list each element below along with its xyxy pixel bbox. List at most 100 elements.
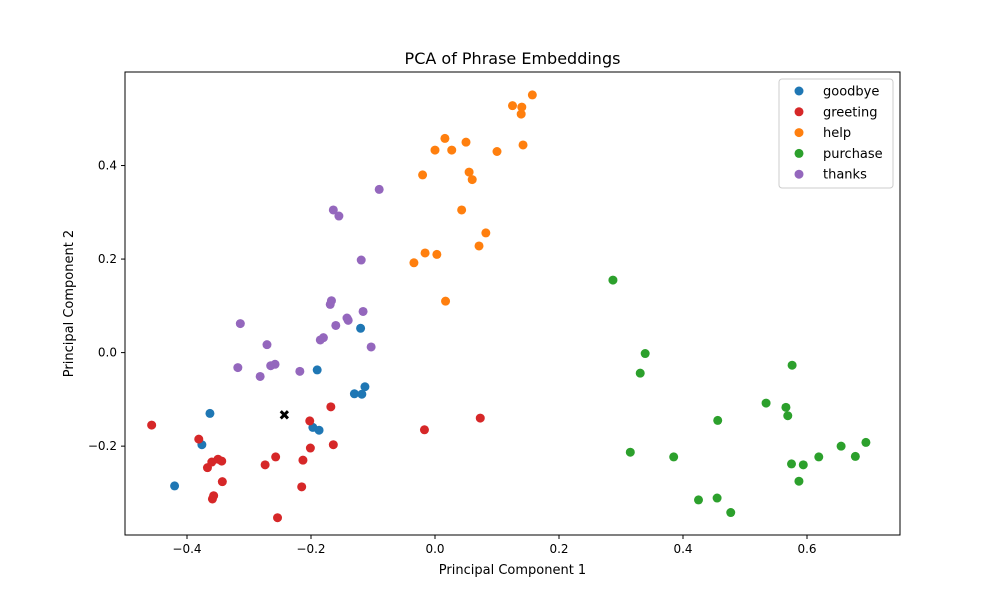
series-purchase: [608, 275, 871, 518]
x-tick-label: 0.0: [425, 542, 444, 556]
data-point-purchase: [836, 441, 846, 451]
legend-marker-greeting: [794, 107, 804, 117]
data-point-purchase: [850, 451, 860, 461]
data-point-help: [508, 101, 517, 111]
data-point-thanks: [358, 306, 368, 316]
x-tick-label: 0.2: [549, 542, 568, 556]
data-point-thanks: [270, 359, 280, 369]
data-point-thanks: [374, 184, 384, 194]
y-axis-label: Principal Component 2: [62, 230, 77, 377]
data-point-help: [440, 133, 450, 143]
data-point-purchase: [783, 411, 793, 421]
y-tick-label: −0.2: [88, 439, 117, 453]
data-point-help: [467, 175, 477, 185]
x-marker-point: [279, 410, 290, 420]
data-point-help: [461, 137, 471, 147]
x-axis-label: Principal Component 1: [439, 563, 586, 578]
data-point-purchase: [794, 476, 804, 486]
y-tick-label: 0.4: [98, 159, 117, 173]
data-point-thanks: [334, 211, 344, 221]
data-point-thanks: [233, 363, 243, 373]
data-point-greeting: [260, 460, 270, 470]
data-point-purchase: [726, 508, 736, 518]
data-point-goodbye: [360, 382, 370, 392]
data-point-greeting: [475, 413, 485, 423]
data-point-purchase: [625, 447, 635, 457]
y-tick-label: 0.0: [98, 346, 117, 360]
data-point-goodbye: [205, 408, 215, 418]
data-point-thanks: [295, 366, 305, 376]
data-point-help: [441, 296, 451, 306]
data-point-thanks: [255, 371, 265, 381]
series-help: [409, 90, 537, 306]
data-point-thanks: [326, 296, 336, 306]
data-point-greeting: [217, 456, 227, 466]
data-point-greeting: [419, 425, 429, 435]
series-greeting: [147, 402, 485, 523]
data-point-purchase: [861, 437, 871, 447]
data-point-help: [447, 145, 457, 155]
data-point-help: [420, 248, 430, 258]
data-point-greeting: [147, 420, 157, 430]
data-point-greeting: [217, 477, 227, 487]
data-point-goodbye: [314, 425, 324, 435]
data-point-help: [464, 167, 474, 177]
data-point-thanks: [318, 333, 328, 343]
data-point-help: [492, 147, 502, 157]
plot-frame: [124, 71, 901, 536]
legend-marker-purchase: [794, 148, 804, 158]
data-point-thanks: [331, 320, 341, 330]
data-point-thanks: [343, 315, 353, 325]
data-point-purchase: [781, 402, 791, 412]
data-point-help: [409, 258, 419, 268]
data-point-goodbye: [170, 481, 180, 491]
legend-marker-help: [794, 128, 804, 138]
data-point-greeting: [273, 513, 283, 523]
data-point-goodbye: [357, 389, 367, 399]
data-point-purchase: [608, 275, 618, 285]
data-point-greeting: [297, 482, 307, 492]
data-point-thanks: [328, 205, 338, 215]
data-point-greeting: [194, 434, 204, 444]
legend-box: [778, 78, 894, 189]
data-point-purchase: [712, 493, 722, 503]
data-point-purchase: [814, 452, 824, 462]
data-point-purchase: [640, 349, 650, 359]
data-point-purchase: [713, 415, 723, 425]
data-point-help: [527, 90, 537, 100]
data-point-thanks: [356, 255, 366, 265]
legend-label-thanks: thanks: [823, 168, 867, 183]
axis-ticks: −0.4 −0.2 0.0 0.2 0.4 0.6 −0.2 0.0 0.2 0.4: [88, 159, 817, 556]
data-point-purchase: [694, 495, 703, 505]
data-point-greeting: [298, 455, 308, 465]
data-point-help: [430, 145, 440, 155]
data-point-greeting: [305, 443, 315, 453]
y-tick-label: 0.2: [98, 252, 117, 266]
data-point-purchase: [798, 460, 808, 470]
data-point-greeting: [328, 440, 338, 450]
data-point-purchase: [669, 452, 679, 462]
legend-marker-thanks: [794, 169, 804, 179]
data-point-greeting: [305, 416, 315, 426]
data-point-greeting: [326, 402, 336, 412]
data-point-help: [481, 228, 491, 238]
legend-label-goodbye: goodbye: [823, 85, 879, 100]
x-tick-label: 0.6: [797, 542, 816, 556]
data-point-thanks: [366, 342, 376, 352]
legend-marker-goodbye: [794, 86, 804, 96]
legend-label-purchase: purchase: [823, 147, 883, 162]
x-tick-label: −0.4: [172, 542, 201, 556]
data-point-purchase: [635, 368, 645, 378]
x-tick-label: 0.4: [673, 542, 692, 556]
data-point-help: [474, 241, 484, 251]
data-points: [147, 90, 871, 523]
data-point-help: [432, 249, 442, 259]
data-point-thanks: [262, 340, 272, 350]
data-point-goodbye: [312, 365, 322, 375]
data-point-greeting: [209, 491, 219, 501]
data-point-thanks: [235, 319, 245, 329]
data-point-help: [457, 205, 467, 215]
data-point-goodbye: [356, 323, 366, 333]
